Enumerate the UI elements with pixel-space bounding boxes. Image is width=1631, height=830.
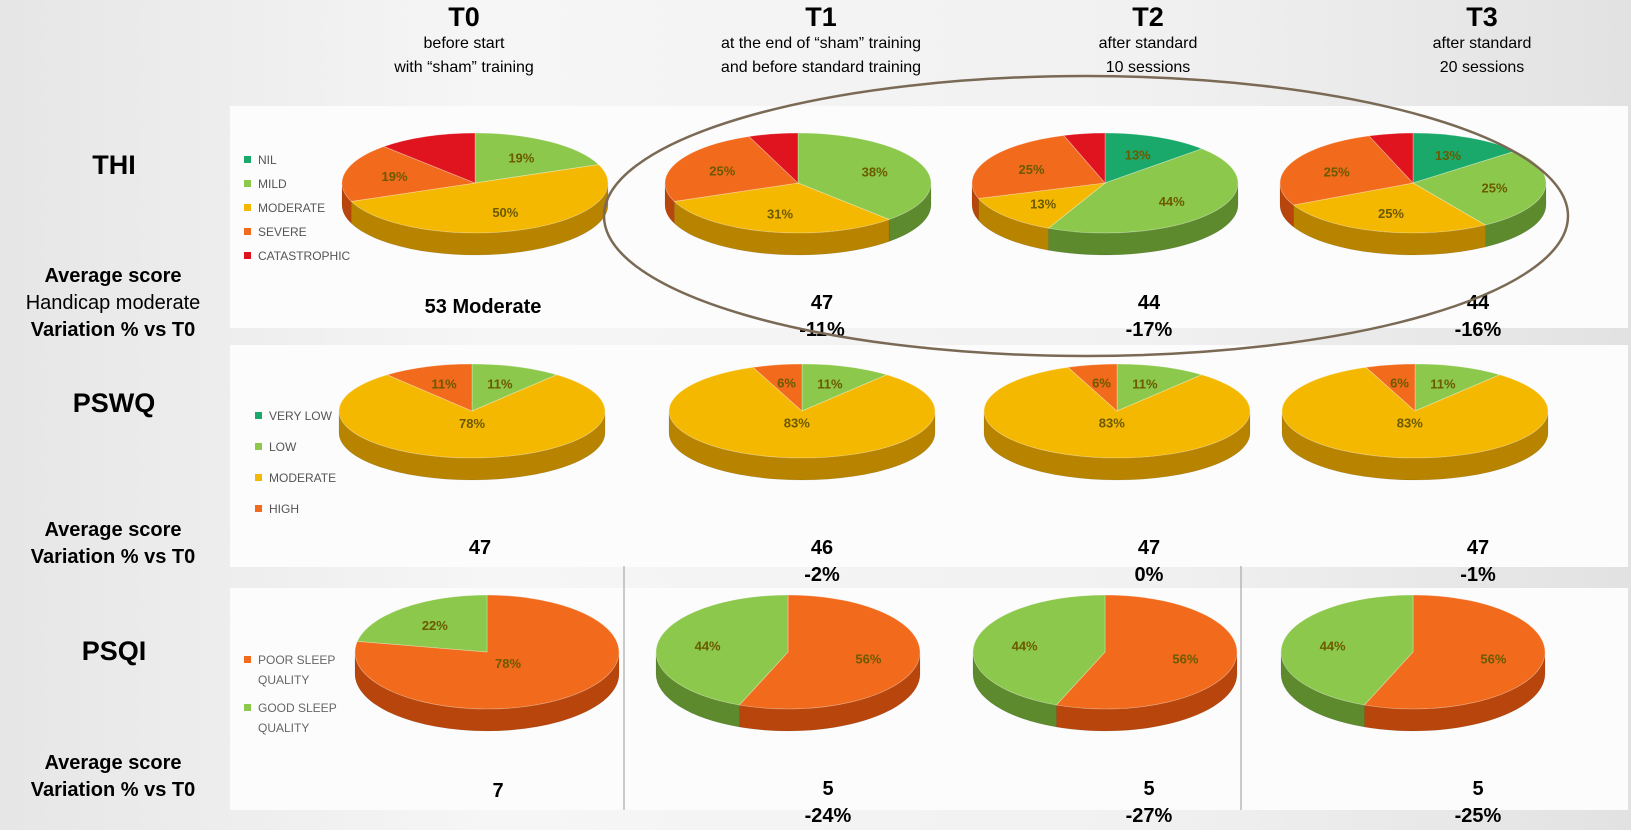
pie-slice-label: 25% (1378, 206, 1404, 221)
pie-slice-label: 50% (492, 205, 518, 220)
legend-label: LOW (269, 440, 297, 454)
legend-swatch (255, 505, 262, 512)
legend-swatch (255, 412, 262, 419)
pie-slice-label: 83% (1397, 416, 1423, 431)
psqi-pie-1: 56% 44% (656, 595, 920, 731)
legend-swatch (244, 156, 251, 163)
pie-slice-label: 78% (459, 416, 485, 431)
pie-slice-label: 44% (1012, 638, 1038, 653)
thi-pie-1: 38% 31% 25% (665, 133, 931, 255)
pie-slice-label: 13% (1125, 148, 1151, 163)
pie-slice-label: 78% (495, 656, 521, 671)
pie-slice-label: 19% (508, 150, 534, 165)
psqi-pie-3: 56% 44% (1281, 595, 1545, 731)
pie-slice-label: 25% (1019, 162, 1045, 177)
legend-label: QUALITY (258, 673, 309, 687)
legend-label: VERY LOW (269, 409, 333, 423)
pie-slice-label: 19% (382, 169, 408, 184)
legend-swatch (244, 252, 251, 259)
legend-swatch (255, 443, 262, 450)
legend-label: SEVERE (258, 225, 307, 239)
legend-label: CATASTROPHIC (258, 249, 351, 263)
pie-slice-label: 83% (784, 416, 810, 431)
pie-slice-label: 56% (1172, 652, 1198, 667)
pswq-pie-3: 11% 83% 6% (1282, 364, 1548, 480)
pie-slice-label: 56% (1480, 652, 1506, 667)
pie-slice-label: 11% (1132, 377, 1158, 392)
pie-slice-label: 6% (777, 375, 796, 390)
pie-slice-label: 11% (817, 377, 843, 392)
psqi-pie-0: 78% 22% (355, 595, 619, 731)
legend-label: MILD (258, 177, 287, 191)
legend-label: QUALITY (258, 721, 309, 735)
pie-slice-label: 11% (487, 377, 513, 392)
legend-swatch (244, 228, 251, 235)
pswq-pie-group: 11% 78% 11% 11% 83% 6% 11% 83% 6% 11% 83% 6% VERY LO… (255, 364, 1548, 516)
legend-swatch (244, 180, 251, 187)
legend-label: MODERATE (258, 201, 325, 215)
legend-swatch (244, 704, 251, 711)
thi-legend: NIL MILD MODERATE SEVERE CATASTROPHIC (244, 153, 351, 263)
pie-slice-label: 56% (855, 652, 881, 667)
pie-slice-label: 38% (862, 165, 888, 180)
pswq-pie-2: 11% 83% 6% (984, 364, 1250, 480)
pie-slice-label: 13% (1435, 148, 1461, 163)
pswq-legend: VERY LOW LOW MODERATE HIGH (255, 409, 336, 516)
pswq-pie-1: 11% 83% 6% (669, 364, 935, 480)
pie-slice-label: 44% (1320, 638, 1346, 653)
pie-slice-label: 25% (709, 164, 735, 179)
thi-pie-0: 19% 50% 19% (342, 133, 608, 255)
pie-slice-label: 44% (1159, 194, 1185, 209)
legend-swatch (244, 204, 251, 211)
legend-label: HIGH (269, 502, 299, 516)
legend-label: NIL (258, 153, 277, 167)
pie-slice-label: 25% (1481, 181, 1507, 196)
legend-label: GOOD SLEEP (258, 701, 337, 715)
pie-slice-label: 6% (1092, 375, 1111, 390)
thi-pie-3: 13% 25% 25% 25% (1280, 133, 1546, 255)
legend-swatch (255, 474, 262, 481)
psqi-legend: POOR SLEEP QUALITY GOOD SLEEP QUALITY (244, 653, 337, 735)
pswq-pie-0: 11% 78% 11% (339, 364, 605, 480)
pie-slice-label: 31% (767, 206, 793, 221)
pie-slice-label: 44% (695, 638, 721, 653)
pie-slice-label: 22% (422, 618, 448, 633)
thi-pie-group: 19% 50% 19% 38% 31% 25% 13% 44% 13% 25% 13% 25% 25% 2… (244, 133, 1546, 263)
pie-slice-label: 11% (431, 377, 457, 392)
pie-slice-label: 6% (1390, 375, 1409, 390)
pie-slice-label: 83% (1099, 416, 1125, 431)
thi-pie-2: 13% 44% 13% 25% (972, 133, 1238, 255)
legend-label: POOR SLEEP (258, 653, 335, 667)
legend-label: MODERATE (269, 471, 336, 485)
psqi-pie-group: 78% 22% 56% 44% 56% 44% 56% 44% POOR SLEEP QUALIT… (244, 595, 1545, 735)
pie-slice-label: 25% (1324, 164, 1350, 179)
legend-swatch (244, 656, 251, 663)
pie-slice-label: 11% (1430, 377, 1456, 392)
pie-slice-label: 13% (1030, 197, 1056, 212)
psqi-pie-2: 56% 44% (973, 595, 1237, 731)
